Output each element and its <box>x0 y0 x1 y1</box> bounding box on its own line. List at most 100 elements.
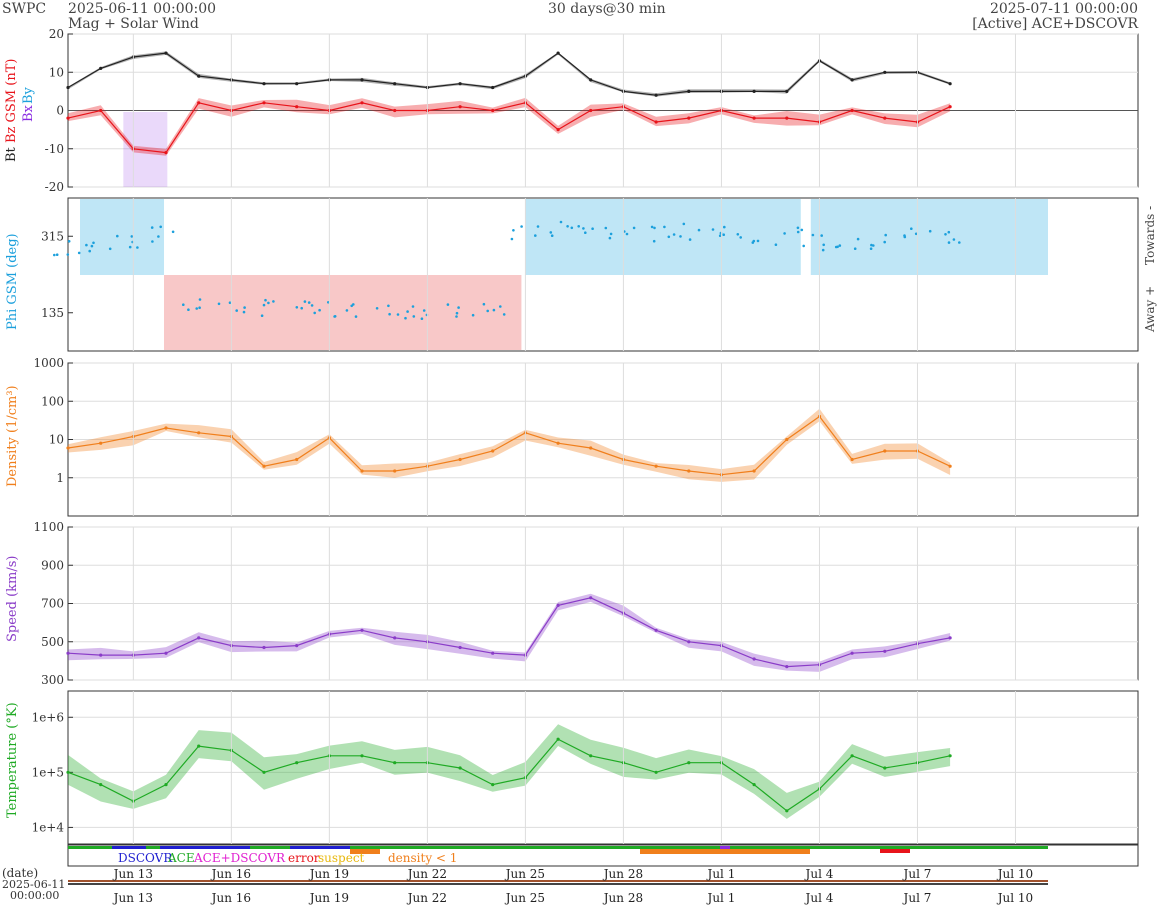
data-point <box>388 312 391 316</box>
data-point <box>958 241 961 244</box>
data-point <box>883 70 887 74</box>
data-point <box>295 82 299 86</box>
data-point <box>752 469 756 473</box>
data-point <box>800 228 804 232</box>
data-point <box>264 298 267 302</box>
data-point <box>491 85 495 90</box>
data-point <box>486 309 490 313</box>
y-tick-label: -10 <box>45 142 64 156</box>
data-point <box>458 457 462 462</box>
data-point <box>393 761 397 765</box>
data-point <box>295 644 299 648</box>
data-point <box>820 234 823 237</box>
data-point <box>604 226 608 230</box>
legend-density-low: density < 1 <box>388 851 457 865</box>
x-tick-label: Jun 28 <box>602 867 643 881</box>
data-point <box>736 233 740 236</box>
brand-label: SWPC <box>2 1 47 17</box>
data-point <box>752 783 756 787</box>
data-point <box>333 315 337 318</box>
data-point <box>774 243 778 246</box>
data-point <box>262 101 266 105</box>
data-point <box>752 89 756 93</box>
data-point <box>458 105 462 109</box>
data-point <box>577 225 580 228</box>
x-tick-label: Jul 10 <box>996 867 1033 881</box>
data-point <box>556 51 560 55</box>
data-point <box>53 253 56 257</box>
mag-ylabel-bt: Bt <box>4 146 19 162</box>
data-point <box>354 315 358 318</box>
data-point <box>948 636 952 640</box>
x-tick-label-bottom: Jun 25 <box>504 891 545 905</box>
data-point <box>785 665 789 669</box>
data-point <box>260 314 264 318</box>
data-point <box>217 302 221 306</box>
x-tick-label-bottom: Jun 19 <box>308 891 349 905</box>
data-point <box>360 78 364 82</box>
data-point <box>375 307 379 310</box>
legend-suspect: suspect <box>318 851 365 865</box>
data-point <box>360 101 364 105</box>
subtitle: Mag + Solar Wind <box>68 16 199 32</box>
data-point <box>802 244 805 248</box>
data-point <box>318 308 321 312</box>
data-point <box>150 226 154 229</box>
end-time: 2025-07-11 00:00:00 <box>989 1 1138 17</box>
data-point <box>589 78 593 82</box>
data-point <box>482 302 486 306</box>
data-point <box>869 247 873 250</box>
bx-shading <box>123 112 168 187</box>
data-point <box>360 754 364 758</box>
data-point <box>151 240 154 243</box>
data-point <box>262 770 266 774</box>
data-point <box>822 243 825 247</box>
data-point <box>687 640 691 644</box>
data-point <box>512 229 515 232</box>
data-point <box>116 234 119 238</box>
x-tick-label-bottom: Jul 1 <box>706 891 736 905</box>
data-point <box>883 766 887 770</box>
data-point <box>420 317 424 321</box>
data-point <box>653 226 656 230</box>
y-tick-label: 10 <box>49 433 64 447</box>
data-point <box>393 82 397 86</box>
towards-band <box>810 199 1048 275</box>
y-tick-label: 315 <box>41 229 64 243</box>
data-point <box>608 236 612 240</box>
data-point <box>164 651 168 655</box>
data-point <box>458 645 462 650</box>
data-point <box>491 108 495 113</box>
x-tick-label: Jul 1 <box>706 867 736 881</box>
data-point <box>556 128 560 132</box>
series-range-band <box>68 51 951 97</box>
data-point <box>164 151 168 155</box>
x-tick-label: Jun 25 <box>504 867 545 881</box>
data-point <box>295 457 299 462</box>
data-point <box>589 108 593 113</box>
data-point <box>589 446 593 450</box>
data-point <box>948 464 952 468</box>
start-time: 2025-06-11 00:00:00 <box>68 1 217 17</box>
data-point <box>262 464 266 468</box>
x-tick-label: Jul 7 <box>902 867 932 881</box>
y-tick-label: 900 <box>41 558 64 572</box>
y-tick-label: 1100 <box>33 520 64 534</box>
data-point <box>197 744 201 748</box>
x-tick-label-bottom: Jul 4 <box>804 891 834 905</box>
data-point <box>739 236 742 239</box>
towards-band <box>80 199 165 275</box>
y-tick-label: 100 <box>41 394 64 408</box>
data-point <box>499 305 502 308</box>
data-point <box>310 304 314 307</box>
data-point <box>502 313 506 316</box>
data-point <box>198 306 201 310</box>
panel-density: 1 10 100 1000 Density (1/cm³) <box>5 356 1139 517</box>
data-point <box>360 469 364 473</box>
data-point <box>422 309 426 312</box>
data-point <box>883 449 887 453</box>
data-point <box>108 247 112 251</box>
phi-ylabel: Phi GSM (deg) <box>5 233 20 330</box>
data-point <box>164 51 168 55</box>
data-point <box>853 247 857 250</box>
